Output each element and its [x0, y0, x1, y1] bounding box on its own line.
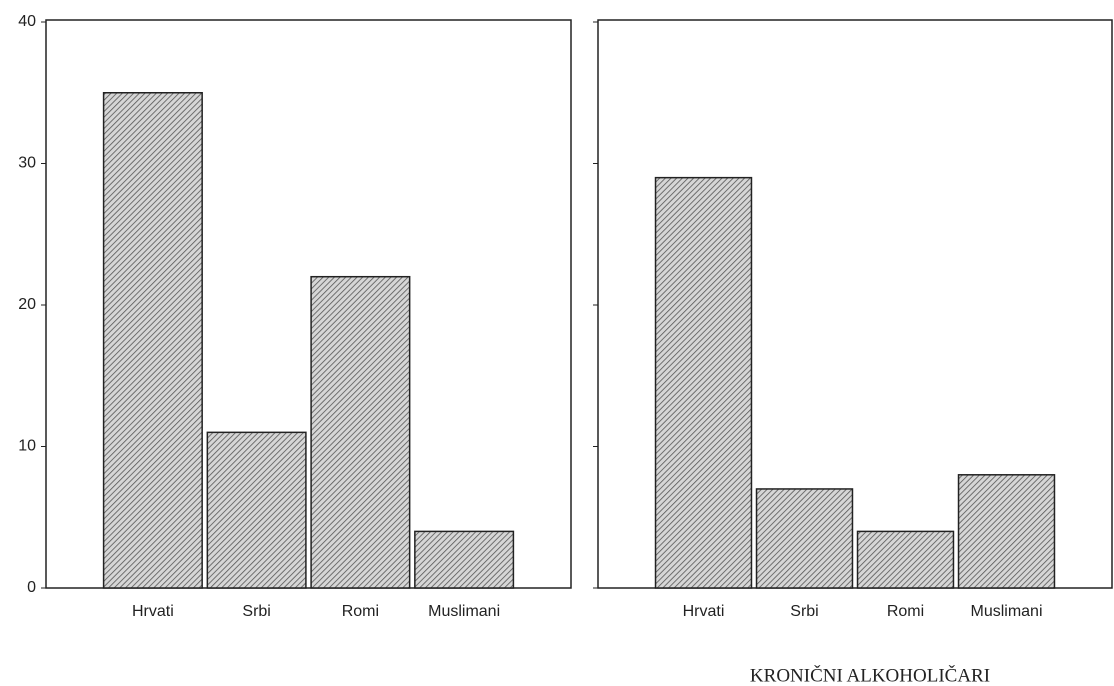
x-tick-label: Hrvati [683, 603, 725, 620]
y-tick-label: 10 [18, 438, 36, 455]
plot-frame [45, 19, 572, 589]
bar [206, 431, 307, 589]
y-tick-label: 40 [18, 13, 36, 30]
bar [310, 275, 411, 589]
y-tick-label: 30 [18, 155, 36, 172]
bar [414, 530, 515, 589]
x-tick-label: Muslimani [428, 603, 500, 620]
y-tick-label: 20 [18, 296, 36, 313]
x-tick-label: Muslimani [970, 603, 1042, 620]
bar [755, 488, 854, 589]
y-tick-label: 0 [27, 579, 36, 596]
plot-frame [597, 19, 1113, 589]
x-tick-label: Srbi [790, 603, 818, 620]
x-tick-label: Hrvati [132, 603, 174, 620]
x-tick-label: Romi [887, 603, 924, 620]
bar [102, 92, 203, 589]
bar [856, 530, 955, 589]
bar [654, 176, 753, 589]
x-tick-label: Srbi [242, 603, 270, 620]
bar [957, 474, 1056, 589]
x-tick-label: Romi [342, 603, 379, 620]
chart-caption: KRONIČNI ALKOHOLIČARI [750, 664, 990, 686]
